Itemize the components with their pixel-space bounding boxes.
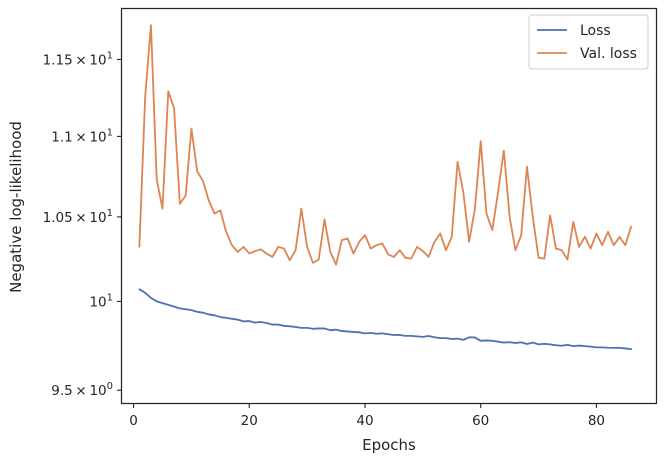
series-line-val-loss xyxy=(138,24,633,266)
legend-label-loss: Loss xyxy=(580,23,611,39)
x-tick-label: 0 xyxy=(129,413,138,429)
y-axis-label: Negative log-likelihood xyxy=(7,121,25,293)
legend: Loss Val. loss xyxy=(528,14,649,70)
legend-box xyxy=(528,14,649,70)
series-layer xyxy=(138,24,633,351)
y-axis: 9.5 × 100 101 1.05 × 101 1.1 × 101 1.15 × 10… xyxy=(43,50,122,399)
y-tick-label: 1.05 × 101 xyxy=(43,208,113,226)
x-tick-label: 80 xyxy=(588,413,605,429)
x-tick-label: 60 xyxy=(472,413,489,429)
x-tick-label: 40 xyxy=(356,413,373,429)
x-axis: 0 20 40 60 80 xyxy=(129,403,605,429)
plot-frame xyxy=(120,7,658,405)
y-tick-label: 101 xyxy=(89,292,113,310)
y-tick-label: 1.15 × 101 xyxy=(43,50,113,68)
y-tick-label: 1.1 × 101 xyxy=(51,127,113,145)
legend-label-val-loss: Val. loss xyxy=(580,46,637,62)
x-tick-label: 20 xyxy=(241,413,258,429)
y-tick-label: 9.5 × 100 xyxy=(51,381,113,399)
x-axis-label: Epochs xyxy=(362,436,416,454)
series-line-loss xyxy=(138,288,633,351)
